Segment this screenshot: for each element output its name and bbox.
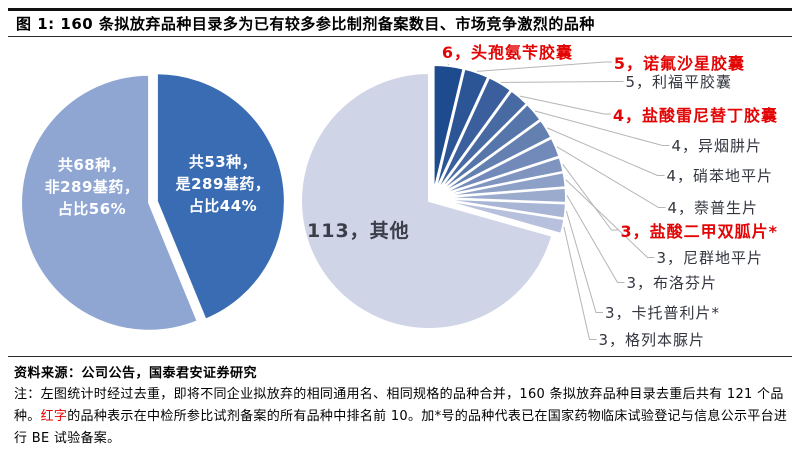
right-pie-slice-label-6: 4，萘普生片	[667, 199, 758, 217]
right-pie-slice-label-3: 4，盐酸雷尼替丁胶囊	[612, 106, 778, 125]
leader-line-3	[519, 95, 611, 115]
left-pie-slice-label-0: 共53种， 是289基药， 占比44%	[175, 153, 271, 215]
right-pie-slice-label-2: 5，利福平胶囊	[625, 73, 732, 91]
note-red-text: 红字	[40, 409, 68, 424]
right-pie-other-label: 113，其他	[307, 220, 410, 242]
right-pie-slice-label-10: 3，卡托普利片*	[604, 304, 720, 322]
right-pie-slice-label-5: 4，硝苯地平片	[666, 167, 773, 185]
leader-line-0	[447, 63, 450, 66]
right-pie-slice-0	[432, 64, 465, 194]
right-pie-slice-label-8: 3，尼群地平片	[656, 249, 763, 267]
leader-line-5	[547, 127, 665, 176]
leader-line-9	[566, 195, 625, 283]
note-text: 注：左图统计时经过去重，即将不同企业拟放弃的相同通用名、相同规格的品种合并，16…	[14, 384, 792, 450]
pie-charts-svg	[20, 61, 670, 340]
leader-line-10	[565, 210, 603, 313]
chart-canvas: 共53种， 是289基药， 占比44% 共68种， 非289基药， 占比56% 11…	[0, 38, 800, 358]
title-rule	[8, 36, 792, 37]
source-text: 资料来源：公司公告，国泰君安证券研究	[14, 366, 258, 381]
leader-line-6	[556, 146, 666, 208]
note-part1: 注：左图统计时经过去重，即将不同企业拟放弃的相同通用名、相同规格的品种合并，16…	[14, 387, 784, 424]
right-pie-slice-label-11: 3，格列本脲片	[598, 331, 705, 349]
leader-line-1	[476, 61, 612, 72]
right-pie-other-slice	[300, 72, 554, 330]
bottom-rule	[8, 356, 792, 357]
right-pie-slice-label-9: 3，布洛芬片	[626, 274, 717, 292]
note-part2: 的品种表示在中检所参比试剂备案的所有品种中排名前 10。加*号的品种代表已在国家…	[14, 409, 788, 446]
leader-line-8	[565, 179, 655, 258]
left-pie-slice-0	[155, 72, 286, 321]
top-rule	[8, 8, 792, 11]
leader-line-7	[562, 163, 619, 231]
right-pie-slice-11	[436, 198, 566, 235]
leader-line-4	[534, 110, 670, 146]
right-pie-slice-label-1: 5，诺氟沙星胶囊	[613, 54, 745, 73]
right-pie-slice-label-4: 4，异烟肼片	[671, 137, 762, 155]
left-pie-slice-1	[20, 73, 199, 332]
leader-line-2	[500, 81, 624, 83]
left-pie-slice-label-1: 共68种， 非289基药， 占比56%	[44, 156, 140, 218]
right-pie-slice-label-0: 6，头孢氨苄胶囊	[441, 43, 573, 62]
right-pie-slice-label-7: 3，盐酸二甲双胍片*	[620, 222, 778, 241]
leader-line-11	[563, 226, 597, 340]
figure-title: 图 1: 160 条拟放弃品种目录多为已有较多参比制剂备案数目、市场竞争激烈的品…	[16, 15, 595, 33]
